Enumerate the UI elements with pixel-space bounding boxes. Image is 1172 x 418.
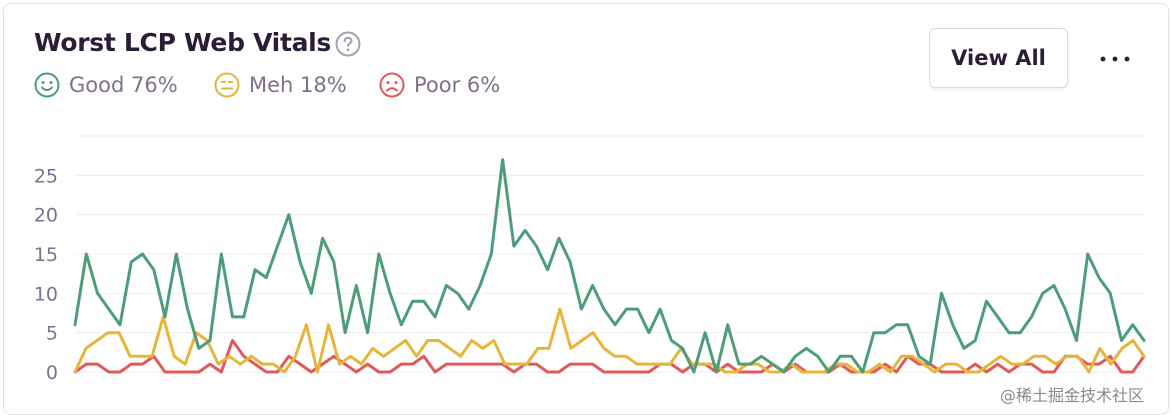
ellipsis-icon xyxy=(1100,56,1130,62)
legend-item-good: Good 76% xyxy=(33,70,178,100)
frown-icon xyxy=(379,72,405,98)
y-tick-label: 25 xyxy=(34,165,58,187)
legend-item-poor: Poor 6% xyxy=(378,70,500,100)
y-tick-label: 10 xyxy=(34,283,58,305)
grid xyxy=(75,135,1144,373)
smile-icon xyxy=(34,72,60,98)
legend-label-poor: Poor 6% xyxy=(414,73,501,97)
help-icon[interactable] xyxy=(335,31,361,57)
y-axis-ticks: 0 5 10 15 20 25 xyxy=(34,165,58,384)
more-options-button[interactable] xyxy=(1092,42,1138,76)
neutral-face-icon xyxy=(214,72,240,98)
y-tick-label: 15 xyxy=(34,244,58,266)
legend-item-meh: Meh 18% xyxy=(213,70,347,100)
legend-label-meh: Meh 18% xyxy=(249,73,347,97)
series-lines xyxy=(73,158,1146,374)
y-tick-label: 0 xyxy=(46,362,58,384)
y-tick-label: 5 xyxy=(46,323,58,345)
watermark: @稀土掘金技术社区 xyxy=(1000,386,1145,405)
series-line-good xyxy=(73,158,1146,374)
legend-label-good: Good 76% xyxy=(69,73,178,97)
view-all-button[interactable]: View All xyxy=(929,28,1068,88)
series-line-meh xyxy=(73,307,1146,374)
y-tick-label: 20 xyxy=(34,205,58,227)
card-title: Worst LCP Web Vitals xyxy=(34,28,332,57)
